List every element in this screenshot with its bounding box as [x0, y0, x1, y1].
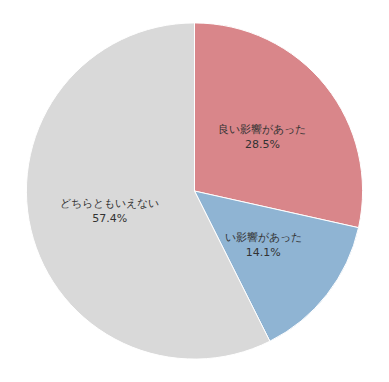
svg-text:どちらともいえない: どちらともいえない	[60, 197, 159, 210]
svg-text:28.5%: 28.5%	[245, 138, 280, 151]
svg-text:14.1%: 14.1%	[246, 246, 281, 259]
svg-text:57.4%: 57.4%	[92, 212, 127, 225]
svg-text:良い影響があった: 良い影響があった	[218, 123, 306, 136]
svg-text:い影響があった: い影響があった	[225, 231, 302, 244]
